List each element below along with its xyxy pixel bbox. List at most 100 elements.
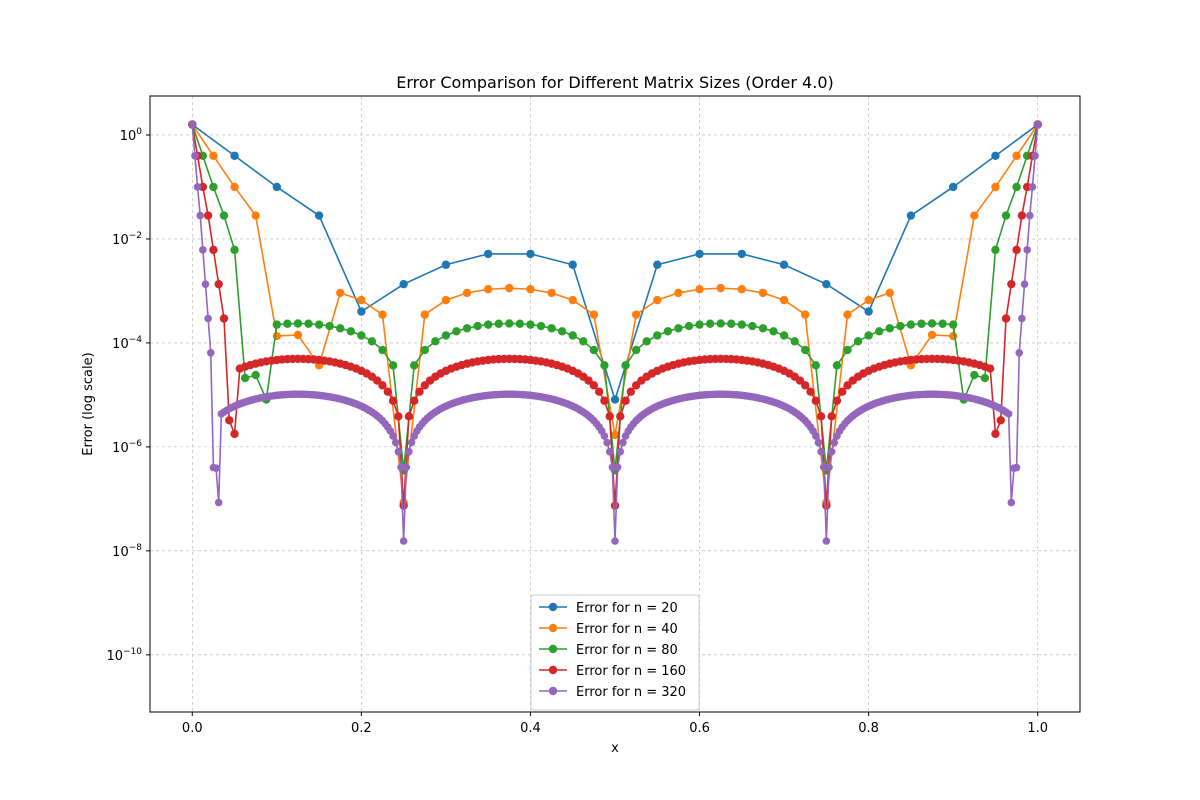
data-point bbox=[397, 463, 405, 472]
data-point bbox=[357, 307, 366, 316]
data-point bbox=[991, 245, 1000, 255]
data-point bbox=[293, 330, 303, 340]
data-point bbox=[410, 361, 419, 370]
data-point bbox=[616, 447, 625, 456]
data-point bbox=[394, 447, 403, 456]
data-point bbox=[896, 321, 905, 331]
data-point bbox=[420, 310, 429, 319]
data-point bbox=[819, 463, 828, 472]
data-point bbox=[695, 249, 704, 259]
data-point bbox=[452, 327, 461, 336]
data-point bbox=[631, 310, 641, 319]
data-point bbox=[927, 319, 937, 328]
data-point bbox=[431, 337, 440, 346]
x-axis-label: x bbox=[611, 741, 619, 756]
chart-title: Error Comparison for Different Matrix Si… bbox=[396, 73, 833, 92]
legend-marker bbox=[548, 623, 558, 633]
data-point bbox=[193, 183, 202, 191]
data-point bbox=[608, 463, 617, 472]
data-point bbox=[948, 320, 958, 329]
data-point bbox=[304, 319, 313, 328]
data-point bbox=[927, 330, 937, 340]
data-point bbox=[906, 320, 916, 329]
data-point bbox=[357, 331, 366, 340]
y-tick-label: 10−8 bbox=[112, 543, 142, 560]
data-point bbox=[1023, 246, 1031, 254]
data-point bbox=[219, 211, 229, 220]
data-point bbox=[198, 182, 208, 192]
data-point bbox=[1012, 151, 1021, 160]
data-point bbox=[272, 331, 282, 341]
data-point bbox=[605, 447, 614, 456]
data-point bbox=[611, 537, 619, 545]
data-point bbox=[631, 345, 641, 355]
data-point bbox=[917, 319, 926, 328]
legend-marker bbox=[548, 686, 558, 696]
data-point bbox=[779, 295, 789, 305]
data-point bbox=[758, 288, 768, 298]
data-point bbox=[674, 324, 683, 333]
data-point bbox=[251, 211, 260, 220]
data-point bbox=[822, 279, 831, 289]
data-point bbox=[383, 387, 392, 396]
data-point bbox=[906, 211, 916, 220]
data-point bbox=[293, 319, 303, 328]
axes-frame bbox=[149, 95, 1081, 713]
data-point bbox=[568, 295, 577, 305]
data-point bbox=[201, 280, 210, 288]
data-point bbox=[367, 337, 377, 346]
data-point bbox=[1018, 314, 1026, 323]
data-point bbox=[483, 320, 493, 329]
x-tick-label: 0.4 bbox=[520, 721, 541, 736]
data-point bbox=[827, 447, 836, 456]
data-point bbox=[557, 327, 567, 336]
legend-marker bbox=[548, 602, 558, 612]
data-point bbox=[980, 373, 990, 383]
data-point bbox=[388, 361, 398, 370]
data-point bbox=[473, 321, 482, 331]
data-point bbox=[616, 412, 625, 421]
data-point bbox=[283, 319, 292, 328]
data-point bbox=[515, 319, 525, 328]
data-point bbox=[219, 314, 229, 323]
data-point bbox=[1012, 463, 1021, 472]
data-point bbox=[1026, 211, 1034, 220]
data-point bbox=[610, 430, 620, 440]
data-point bbox=[758, 324, 768, 333]
data-point bbox=[199, 246, 207, 254]
data-point bbox=[568, 331, 577, 340]
data-point bbox=[653, 331, 662, 340]
data-point bbox=[314, 211, 324, 220]
y-tick-label: 10−6 bbox=[112, 439, 142, 456]
data-point bbox=[357, 295, 366, 305]
data-point bbox=[806, 387, 815, 396]
data-point bbox=[462, 288, 472, 298]
data-point bbox=[505, 319, 514, 328]
data-point bbox=[737, 249, 747, 259]
data-point bbox=[790, 337, 799, 346]
data-point bbox=[420, 345, 429, 355]
data-point bbox=[885, 288, 894, 298]
data-point bbox=[985, 364, 995, 373]
data-point bbox=[991, 429, 1000, 439]
data-point bbox=[996, 416, 1005, 425]
data-point bbox=[336, 288, 345, 298]
data-point bbox=[769, 327, 778, 336]
data-point bbox=[812, 432, 820, 440]
data-point bbox=[402, 463, 411, 472]
data-point bbox=[779, 331, 789, 340]
data-point bbox=[1028, 183, 1037, 191]
data-point bbox=[801, 310, 810, 319]
x-tick-label: 0.0 bbox=[182, 721, 203, 736]
data-point bbox=[214, 279, 223, 289]
data-point bbox=[209, 151, 218, 160]
data-point bbox=[853, 337, 863, 346]
data-point bbox=[811, 396, 820, 405]
data-point bbox=[991, 182, 1000, 192]
data-point bbox=[801, 345, 810, 355]
data-point bbox=[727, 319, 736, 328]
data-point bbox=[827, 412, 836, 421]
data-point bbox=[206, 349, 215, 357]
data-point bbox=[441, 260, 451, 269]
x-tick-label: 0.8 bbox=[858, 721, 879, 736]
